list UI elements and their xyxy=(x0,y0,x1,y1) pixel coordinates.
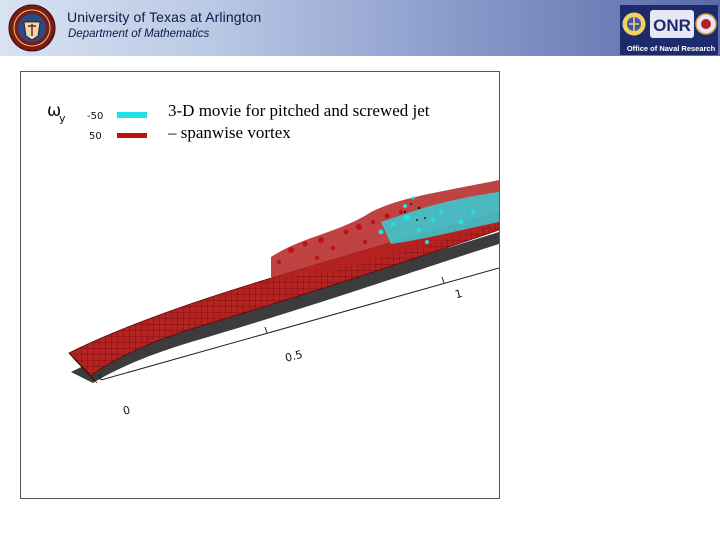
caption-line-1: 3-D movie for pitched and screwed jet xyxy=(168,101,430,120)
caption-line-2: – spanwise vortex xyxy=(168,123,291,142)
university-title: University of Texas at Arlington xyxy=(67,9,262,25)
x-axis-line xyxy=(100,267,499,381)
header-banner: University of Texas at Arlington Departm… xyxy=(0,0,720,56)
x-axis-tick xyxy=(264,326,268,334)
onr-logo-icon: ONR xyxy=(620,5,718,55)
x-axis-label-0-5: 0.5 xyxy=(284,348,304,365)
onr-logo-text: ONR xyxy=(653,16,691,35)
legend-swatch-positive xyxy=(117,133,147,138)
omega-subscript: y xyxy=(59,112,66,125)
omega-symbol: ω xyxy=(47,101,61,121)
sponsor-caption: Office of Naval Research xyxy=(626,44,716,53)
legend-label-positive: 50 xyxy=(89,131,102,142)
legend-swatch-negative xyxy=(117,112,147,118)
x-axis-label-1: 1 xyxy=(454,287,464,301)
vortex-breakup-region xyxy=(271,180,499,278)
figure-caption: 3-D movie for pitched and screwed jet – … xyxy=(168,100,488,144)
x-axis-tick xyxy=(98,373,102,381)
legend-label-negative: -50 xyxy=(87,111,103,122)
jet-inflow-edge xyxy=(68,352,98,384)
vortex-visualization: ω y -50 50 xyxy=(47,101,499,418)
vortex-figure: ω y -50 50 xyxy=(20,71,500,499)
x-axis-label-0: 0 xyxy=(122,403,132,417)
uta-seal-icon xyxy=(8,4,56,52)
department-subtitle: Department of Mathematics xyxy=(68,28,210,40)
jet-sheet-underside xyxy=(71,232,499,383)
x-axis-tick xyxy=(441,276,445,284)
